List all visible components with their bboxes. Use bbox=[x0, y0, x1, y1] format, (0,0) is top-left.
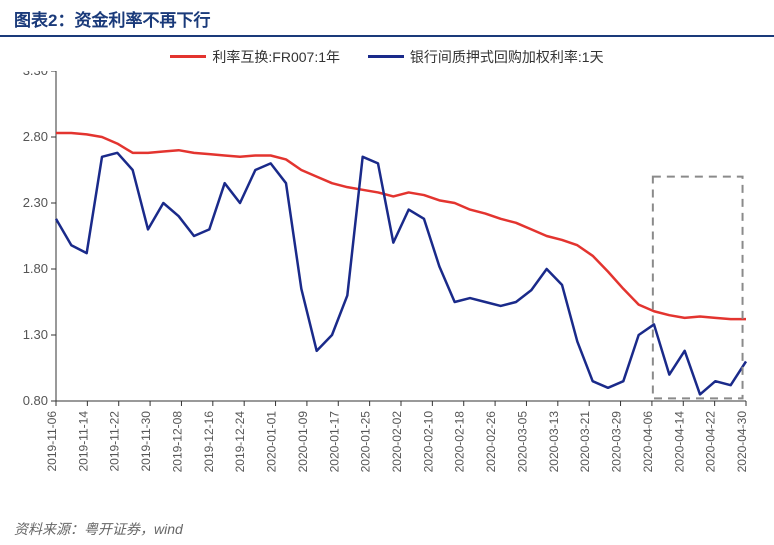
svg-text:3.30: 3.30 bbox=[23, 71, 48, 78]
svg-text:2020-04-14: 2020-04-14 bbox=[672, 411, 686, 473]
svg-text:2019-12-16: 2019-12-16 bbox=[202, 411, 216, 473]
svg-text:2020-02-26: 2020-02-26 bbox=[484, 411, 498, 473]
svg-text:2.80: 2.80 bbox=[23, 129, 48, 144]
legend-swatch-2 bbox=[368, 55, 404, 58]
chart-title-bar: 图表2：资金利率不再下行 bbox=[0, 0, 774, 37]
svg-text:2020-03-13: 2020-03-13 bbox=[547, 411, 561, 473]
legend-item-series-2: 银行间质押式回购加权利率:1天 bbox=[368, 47, 604, 67]
legend-item-series-1: 利率互换:FR007:1年 bbox=[170, 47, 340, 67]
svg-text:2019-11-06: 2019-11-06 bbox=[45, 411, 59, 472]
svg-text:2020-03-29: 2020-03-29 bbox=[610, 411, 624, 473]
svg-text:2020-01-25: 2020-01-25 bbox=[359, 411, 373, 473]
svg-text:2020-01-01: 2020-01-01 bbox=[265, 411, 279, 473]
svg-text:2019-11-30: 2019-11-30 bbox=[139, 411, 153, 472]
svg-text:2020-01-09: 2020-01-09 bbox=[296, 411, 310, 473]
svg-text:2020-02-18: 2020-02-18 bbox=[453, 411, 467, 473]
svg-text:2020-04-30: 2020-04-30 bbox=[735, 411, 749, 473]
legend-label-1: 利率互换:FR007:1年 bbox=[212, 47, 340, 67]
svg-text:2020-02-10: 2020-02-10 bbox=[421, 411, 435, 473]
svg-text:1.80: 1.80 bbox=[23, 261, 48, 276]
line-chart-svg: 0.80 1.30 1.80 2.30 2.80 3.30 2019-11-06 2019-1… bbox=[0, 71, 774, 501]
svg-text:2020-03-05: 2020-03-05 bbox=[515, 411, 529, 473]
legend-label-2: 银行间质押式回购加权利率:1天 bbox=[410, 47, 604, 67]
legend: 利率互换:FR007:1年 银行间质押式回购加权利率:1天 bbox=[0, 45, 774, 67]
chart-title: 图表2：资金利率不再下行 bbox=[14, 11, 210, 30]
chart-area: 利率互换:FR007:1年 银行间质押式回购加权利率:1天 0.80 1.30 1.… bbox=[0, 37, 774, 507]
source-text: 资料来源：粤开证券，wind bbox=[14, 519, 183, 539]
svg-text:2019-12-24: 2019-12-24 bbox=[233, 411, 247, 473]
svg-text:2020-01-17: 2020-01-17 bbox=[327, 411, 341, 473]
svg-text:2020-03-21: 2020-03-21 bbox=[578, 411, 592, 473]
svg-text:2019-12-08: 2019-12-08 bbox=[170, 411, 184, 473]
svg-text:2019-11-22: 2019-11-22 bbox=[108, 411, 122, 472]
svg-text:2020-02-02: 2020-02-02 bbox=[390, 411, 404, 473]
svg-text:0.80: 0.80 bbox=[23, 393, 48, 408]
svg-text:2020-04-06: 2020-04-06 bbox=[641, 411, 655, 473]
svg-text:2.30: 2.30 bbox=[23, 195, 48, 210]
svg-text:2019-11-14: 2019-11-14 bbox=[76, 411, 90, 472]
svg-text:2020-04-22: 2020-04-22 bbox=[704, 411, 718, 473]
legend-swatch-1 bbox=[170, 55, 206, 58]
svg-text:1.30: 1.30 bbox=[23, 327, 48, 342]
